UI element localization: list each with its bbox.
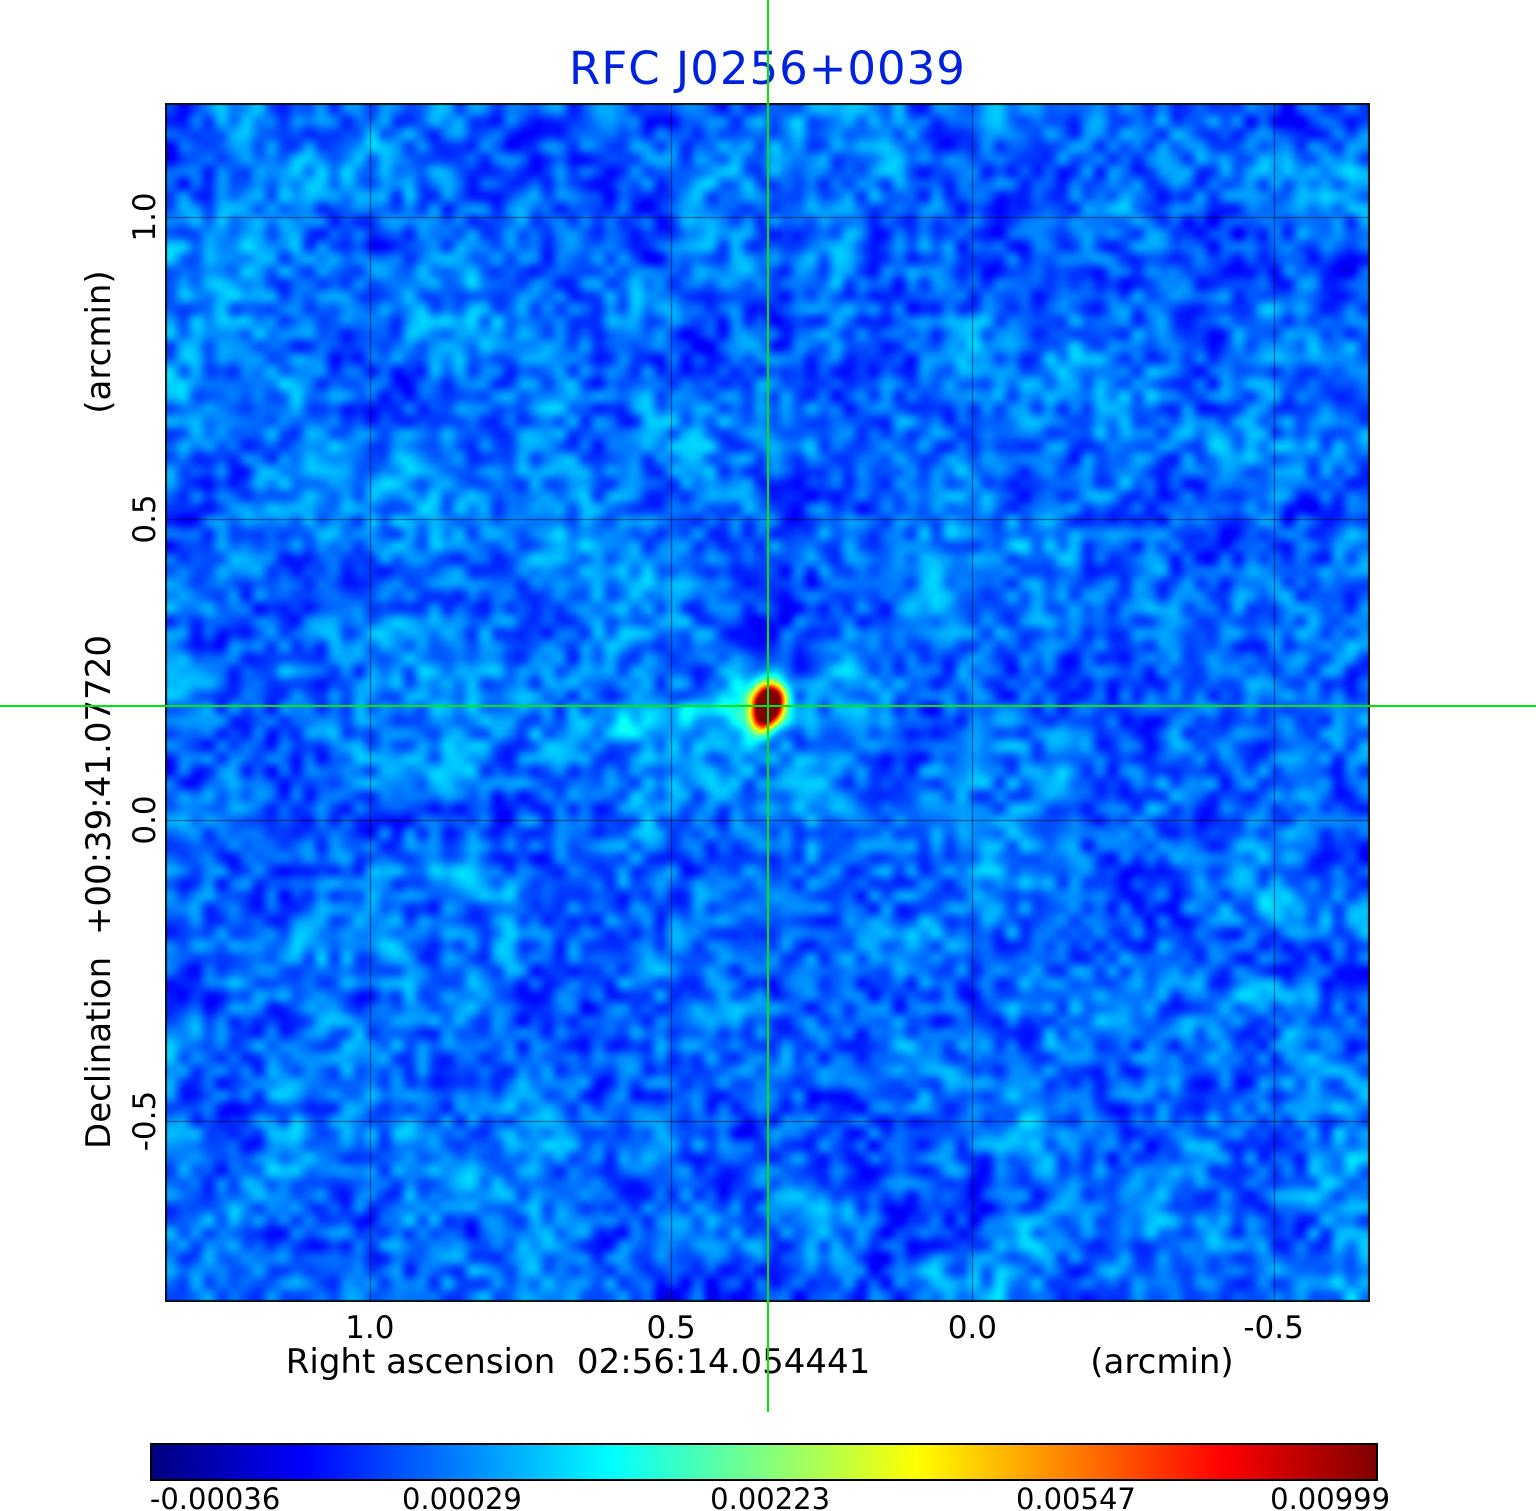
x-axis-unit-label: (arcmin) xyxy=(1090,1342,1234,1382)
x-tick-label: 0.0 xyxy=(947,1310,997,1346)
x-tick-label: -0.5 xyxy=(1243,1310,1304,1346)
colorbar-tick-label: 0.00223 xyxy=(710,1482,831,1511)
y-axis-unit-label: (arcmin) xyxy=(79,270,119,414)
y-tick-label: 0.0 xyxy=(127,795,163,845)
y-tick-label: 0.5 xyxy=(127,494,163,544)
y-axis-title: Declination +00:39:41.07720 xyxy=(79,635,119,1149)
x-axis-title: Right ascension 02:56:14.054441 xyxy=(285,1342,871,1382)
x-tick-label: 0.5 xyxy=(646,1310,696,1346)
page-title: RFC J0256+0039 xyxy=(569,42,966,95)
crosshair-horizontal-line xyxy=(0,704,1536,707)
colorbar-tick-label: 0.00029 xyxy=(401,1482,522,1511)
y-tick-label: -0.5 xyxy=(127,1090,163,1152)
y-tick-label: 1.0 xyxy=(127,192,163,243)
x-tick-label: 1.0 xyxy=(345,1310,395,1346)
colorbar-tick-label: 0.00999 xyxy=(1270,1482,1391,1511)
colorbar-tick-label: 0.00547 xyxy=(1015,1482,1136,1511)
colorbar-gradient xyxy=(150,1443,1378,1481)
colorbar-tick-label: -0.00036 xyxy=(149,1482,281,1511)
